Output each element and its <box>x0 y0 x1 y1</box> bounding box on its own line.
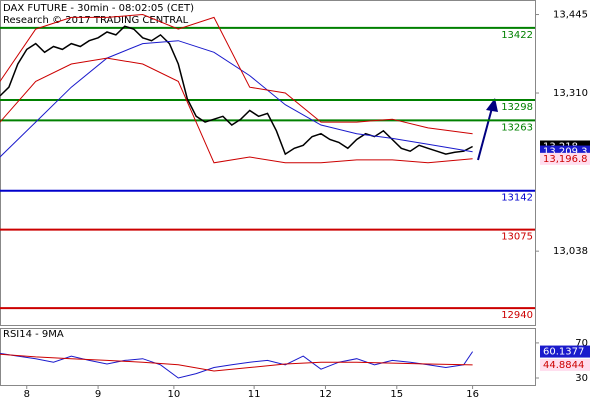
level-label: 13075 <box>501 232 533 243</box>
x-tick-label: 10 <box>168 389 181 400</box>
x-tick-label: 11 <box>248 389 261 400</box>
arrow-head <box>486 98 498 112</box>
y-tick-label: 13,038 <box>553 246 588 257</box>
rsi-tick-label: 30 <box>575 373 588 384</box>
chart-subtitle: Research © 2017 TRADING CENTRAL <box>3 15 189 26</box>
rsi-panel <box>0 328 536 386</box>
rsi-marker <box>540 345 590 358</box>
x-tick-label: 15 <box>390 389 403 400</box>
rsi-marker-label: 60.1377 <box>543 347 584 358</box>
level-label: 13298 <box>501 102 533 113</box>
level-label: 13263 <box>501 122 533 133</box>
price-panel <box>0 0 536 326</box>
chart-title: DAX FUTURE - 30min - 08:02:05 (CET) <box>3 3 194 14</box>
y-tick-label: 13,310 <box>553 88 588 99</box>
price-line <box>0 40 473 158</box>
level-label: 13142 <box>501 193 533 204</box>
arrow <box>477 107 493 161</box>
x-tick-label: 9 <box>95 389 101 400</box>
rsi-marker <box>540 358 590 371</box>
price-marker-label: 13,196.8 <box>543 154 588 165</box>
price-marker <box>540 152 590 165</box>
x-tick-label: 16 <box>466 389 479 400</box>
price-line <box>0 57 473 164</box>
y-tick-label: 13,445 <box>553 10 588 21</box>
rsi-tick-label: 70 <box>575 338 588 349</box>
price-line <box>0 13 473 135</box>
rsi-line <box>0 351 474 379</box>
price-marker-label: 13,209.3 <box>543 147 588 158</box>
level-label: 13422 <box>501 30 533 41</box>
rsi-title: RSI14 - 9MA <box>3 329 64 340</box>
rsi-marker-label: 44.8844 <box>543 360 584 371</box>
level-label: 12940 <box>501 310 533 321</box>
x-tick-label: 8 <box>24 389 30 400</box>
x-tick-label: 12 <box>319 389 332 400</box>
price-line <box>0 25 473 156</box>
rsi-line <box>0 353 473 372</box>
